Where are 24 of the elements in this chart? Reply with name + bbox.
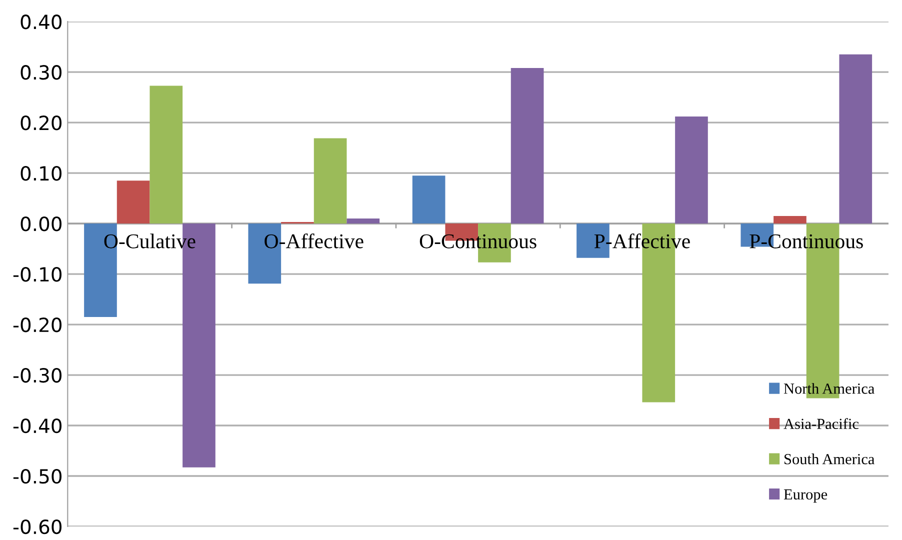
y-tick-label: 0.40 bbox=[20, 14, 62, 30]
bar bbox=[314, 138, 347, 224]
bar bbox=[346, 218, 380, 224]
y-tick-label: -0.10 bbox=[13, 267, 62, 282]
bar bbox=[150, 86, 183, 224]
bar bbox=[774, 216, 806, 224]
legend-label: Asia-Pacific bbox=[784, 418, 859, 430]
y-tick-label: 0.30 bbox=[20, 65, 62, 80]
legend-label: Europe bbox=[784, 489, 828, 503]
y-tick-label: -0.50 bbox=[13, 468, 62, 484]
bar bbox=[510, 68, 544, 224]
bar bbox=[116, 180, 150, 224]
bar bbox=[412, 176, 446, 224]
y-tick-label: 0.20 bbox=[20, 116, 62, 130]
bar bbox=[675, 116, 708, 224]
x-tick-label: P-Affective bbox=[594, 233, 690, 248]
y-tick-label: -0.60 bbox=[13, 519, 62, 534]
bar bbox=[839, 54, 872, 224]
y-tick-label: -0.20 bbox=[13, 317, 62, 332]
y-tick-label: -0.40 bbox=[13, 418, 62, 434]
y-tick-label: -0.30 bbox=[13, 368, 62, 383]
y-tick-label: 0.00 bbox=[20, 216, 62, 232]
y-tick-label: 0.10 bbox=[20, 166, 62, 181]
legend-label: South America bbox=[784, 454, 875, 464]
